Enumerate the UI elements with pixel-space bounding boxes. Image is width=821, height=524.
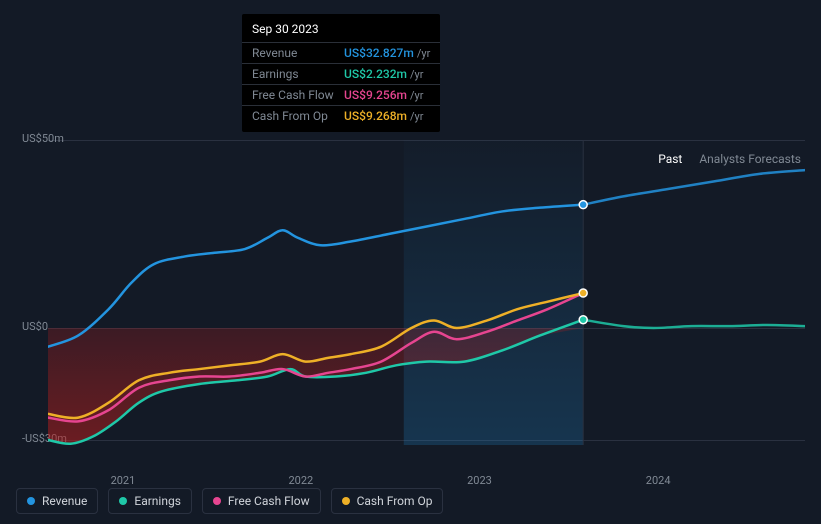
legend-label: Cash From Op xyxy=(357,494,433,508)
tooltip-row-label: Revenue xyxy=(252,46,344,60)
tooltip-row-value: US$9.268m xyxy=(344,109,407,123)
tooltip-row: Free Cash FlowUS$9.256m/yr xyxy=(242,84,440,105)
legend-label: Revenue xyxy=(42,494,87,508)
section-labels: Past Analysts Forecasts xyxy=(644,152,801,166)
tooltip-row-label: Earnings xyxy=(252,67,344,81)
legend-label: Earnings xyxy=(134,494,181,508)
tooltip-row: EarningsUS$2.232m/yr xyxy=(242,63,440,84)
x-axis-label: 2021 xyxy=(111,474,136,487)
y-axis-label: US$0 xyxy=(22,320,48,333)
forecast-label: Analysts Forecasts xyxy=(699,152,801,166)
tooltip-row: RevenueUS$32.827m/yr xyxy=(242,42,440,63)
tooltip-row-suffix: /yr xyxy=(410,68,423,81)
legend-item[interactable]: Cash From Op xyxy=(331,488,444,514)
legend-label: Free Cash Flow xyxy=(228,494,310,508)
tooltip-row-label: Cash From Op xyxy=(252,109,344,123)
legend: Revenue Earnings Free Cash Flow Cash From O… xyxy=(16,488,443,514)
tooltip-row-suffix: /yr xyxy=(410,89,423,102)
x-axis-label: 2024 xyxy=(646,474,671,487)
chart-tooltip: Sep 30 2023 RevenueUS$32.827m/yrEarnings… xyxy=(242,14,440,132)
tooltip-row-value: US$32.827m xyxy=(344,46,414,60)
x-axis-label: 2022 xyxy=(288,474,313,487)
legend-item[interactable]: Revenue xyxy=(16,488,98,514)
tooltip-row-value: US$9.256m xyxy=(344,88,407,102)
legend-dot xyxy=(27,497,35,505)
tooltip-row-value: US$2.232m xyxy=(344,67,407,81)
past-label: Past xyxy=(658,152,682,166)
legend-dot xyxy=(213,497,221,505)
x-axis-label: 2023 xyxy=(467,474,492,487)
tooltip-row-suffix: /yr xyxy=(410,110,423,123)
legend-item[interactable]: Earnings xyxy=(108,488,192,514)
tooltip-row-suffix: /yr xyxy=(417,47,430,60)
chart-plot xyxy=(48,140,805,450)
legend-item[interactable]: Free Cash Flow xyxy=(202,488,321,514)
legend-dot xyxy=(119,497,127,505)
tooltip-date: Sep 30 2023 xyxy=(242,20,440,42)
tooltip-row-label: Free Cash Flow xyxy=(252,88,344,102)
tooltip-row: Cash From OpUS$9.268m/yr xyxy=(242,105,440,126)
legend-dot xyxy=(342,497,350,505)
